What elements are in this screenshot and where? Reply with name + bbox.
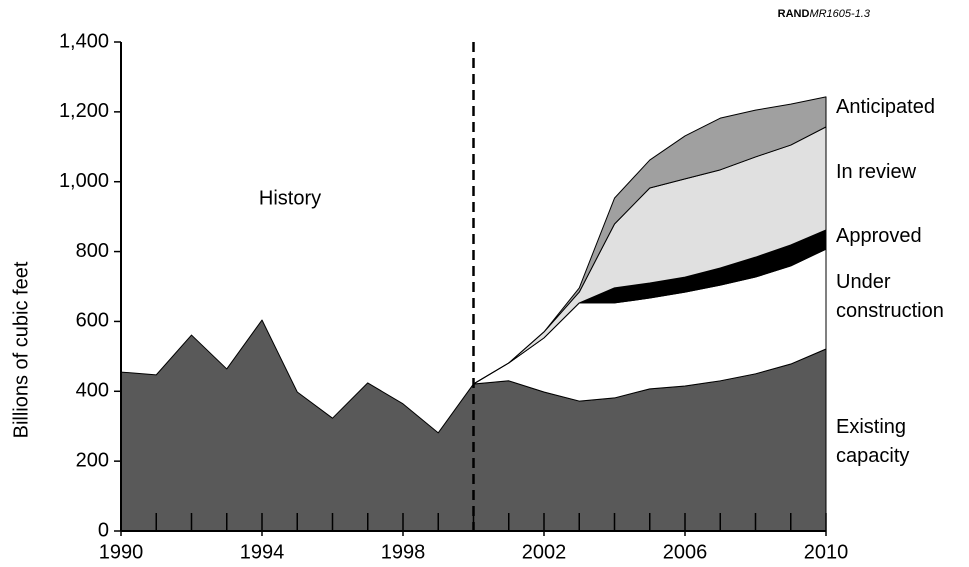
series-label: Existing capacity — [836, 416, 910, 467]
source-prefix: RAND — [778, 8, 810, 20]
y-tick-label: 400 — [76, 380, 109, 402]
x-tick-label: 1998 — [381, 541, 426, 563]
y-tick-label: 200 — [76, 449, 109, 471]
series-label: Approved — [836, 225, 922, 247]
x-tick-label: 2006 — [663, 541, 708, 563]
y-axis-label: Billions of cubic feet — [10, 261, 32, 438]
x-tick-label: 1994 — [240, 541, 285, 563]
x-tick-label: 2010 — [804, 541, 849, 563]
areas — [120, 96, 827, 532]
x-tick-label: 1990 — [99, 541, 144, 563]
annotation: History — [259, 187, 321, 209]
source-id: MR1605-1.3 — [809, 8, 870, 20]
series-label: Anticipated — [836, 96, 935, 118]
source: RANDMR1605-1.3 — [778, 8, 871, 20]
y-tick-label: 1,200 — [59, 100, 109, 122]
y-tick-label: 1,000 — [59, 170, 109, 192]
series-label: In review — [836, 161, 917, 183]
y-tick-label: 800 — [76, 240, 109, 262]
area — [473, 96, 827, 385]
y-tick-label: 0 — [98, 519, 109, 541]
x-tick-label: 2002 — [522, 541, 567, 563]
y-tick-label: 600 — [76, 310, 109, 332]
y-tick-label: 1,400 — [59, 30, 109, 52]
series-label: Under construction — [836, 271, 944, 322]
